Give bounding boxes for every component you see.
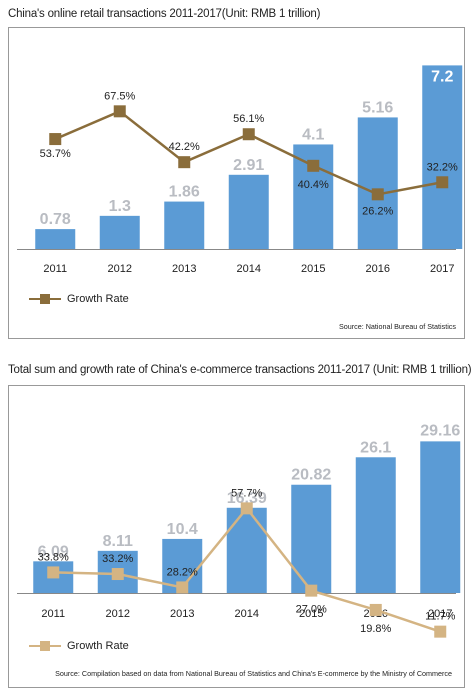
chart2-legend: Growth Rate: [29, 640, 129, 652]
chart2-legend-label: Growth Rate: [67, 640, 129, 652]
x-tick-label: 2013: [170, 608, 194, 620]
growth-rate-marker: [113, 105, 126, 118]
x-tick-label: 2012: [106, 608, 130, 620]
bar-2011: [35, 229, 76, 249]
bar-value-label: 26.1: [360, 439, 391, 456]
x-tick-label: 2014: [237, 263, 261, 275]
bar-value-label: 8.11: [103, 533, 133, 550]
x-tick-label: 2016: [366, 263, 390, 275]
growth-rate-label: 27.0%: [296, 604, 327, 616]
bar-value-label: 1.3: [109, 198, 131, 215]
chart2-source: Source: Compilation based on data from N…: [55, 669, 452, 678]
growth-rate-marker: [305, 584, 318, 597]
growth-rate-marker: [436, 176, 449, 189]
growth-rate-label: 19.8%: [360, 623, 391, 635]
bar-2014: [226, 507, 267, 593]
bar-value-label: 16.39: [227, 490, 267, 507]
growth-rate-marker: [47, 566, 60, 579]
growth-rate-label: 26.2%: [362, 205, 393, 217]
bar-2015: [291, 484, 332, 593]
chart1-plot: 0.78 1.3 1.86 2.91 4.1 5.16 7.2 2011 2012 2013 201…: [17, 65, 463, 275]
bar-2016: [357, 117, 398, 249]
bar-2017: [420, 441, 461, 593]
chart2-legend-marker: [29, 640, 61, 652]
x-tick-label: 2015: [301, 263, 325, 275]
bar-value-label: 4.1: [302, 126, 324, 143]
x-tick-label: 2015: [299, 608, 323, 620]
chart1-legend-marker: [29, 293, 61, 305]
growth-rate-label: 56.1%: [233, 113, 264, 125]
x-tick-label: 2011: [43, 263, 67, 275]
growth-rate-marker: [307, 159, 320, 172]
growth-rate-label: 57.7%: [231, 487, 262, 499]
growth-rate-marker: [49, 133, 62, 146]
growth-rate-marker: [178, 156, 191, 169]
chart2-plot: 6.09 8.11 10.4 16.39 20.82 26.1 29.16 2011 2012 2…: [17, 422, 461, 638]
bar-2017: [422, 65, 463, 250]
growth-rate-label: 42.2%: [169, 141, 200, 153]
bar-value-label: 29.16: [420, 422, 460, 439]
chart2-title: Total sum and growth rate of China's e-c…: [8, 364, 471, 376]
growth-rate-marker: [240, 502, 253, 515]
x-tick-label: 2014: [235, 608, 259, 620]
chart1-panel: 0.78 1.3 1.86 2.91 4.1 5.16 7.2 2011 2012 2013 201…: [8, 27, 465, 339]
bar-value-label: 20.82: [291, 467, 331, 484]
bar-2014: [228, 174, 269, 249]
growth-rate-marker: [371, 188, 384, 201]
growth-rate-label: 33.8%: [38, 551, 69, 563]
bar-2012: [99, 215, 140, 249]
x-tick-label: 2012: [108, 263, 132, 275]
x-tick-label: 2017: [428, 608, 452, 620]
growth-rate-label: 53.7%: [40, 148, 71, 160]
bar-value-label: 1.86: [169, 184, 200, 201]
x-tick-label: 2017: [430, 263, 454, 275]
chart1-legend: Growth Rate: [29, 293, 129, 305]
bar-value-label: 0.78: [40, 211, 71, 228]
growth-rate-marker: [111, 568, 124, 581]
growth-rate-label: 11.7%: [425, 611, 456, 623]
growth-rate-marker: [434, 625, 447, 638]
bar-value-label: 5.16: [362, 99, 393, 116]
growth-rate-marker: [369, 603, 382, 616]
growth-rate-label: 32.2%: [427, 161, 458, 173]
chart2-panel: 6.09 8.11 10.4 16.39 20.82 26.1 29.16 2011 2012 2…: [8, 385, 465, 688]
x-tick-label: 2011: [41, 608, 65, 620]
growth-rate-label: 28.2%: [167, 566, 198, 578]
chart1-legend-label: Growth Rate: [67, 293, 129, 305]
chart1-source: Source: National Bureau of Statistics: [338, 322, 456, 331]
bar-value-label: 10.4: [167, 521, 198, 538]
growth-rate-label: 33.2%: [102, 553, 133, 565]
growth-rate-label: 67.5%: [104, 90, 135, 102]
bar-value-label: 7.2: [431, 68, 453, 85]
bar-2016: [355, 457, 396, 593]
bar-value-label: 6.09: [38, 543, 69, 560]
x-tick-label: 2013: [172, 263, 196, 275]
growth-rate-marker: [242, 128, 255, 141]
growth-rate-label: 40.4%: [298, 179, 329, 191]
chart1-title: China's online retail transactions 2011-…: [8, 8, 321, 20]
bar-2013: [164, 201, 205, 249]
bar-value-label: 2.91: [233, 157, 264, 174]
growth-rate-marker: [176, 581, 189, 594]
